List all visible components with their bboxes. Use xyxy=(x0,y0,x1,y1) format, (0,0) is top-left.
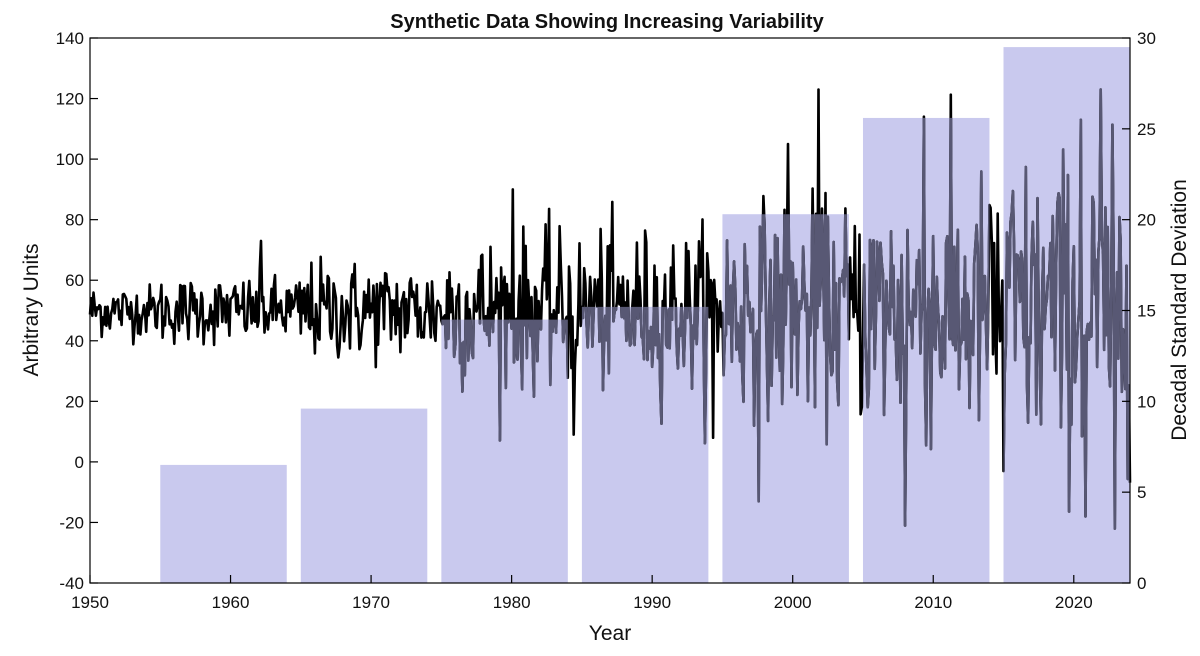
x-tick-label: 1970 xyxy=(352,593,390,612)
y-right-tick-label: 15 xyxy=(1137,302,1156,321)
chart-title: Synthetic Data Showing Increasing Variab… xyxy=(390,11,824,33)
x-tick-label: 2000 xyxy=(774,593,812,612)
y-right-tick-label: 25 xyxy=(1137,120,1156,139)
y-right-tick-label: 0 xyxy=(1137,574,1146,593)
y-right-tick-label: 30 xyxy=(1137,29,1156,48)
line-layer xyxy=(88,88,1132,530)
y-right-tick-label: 5 xyxy=(1137,483,1146,502)
std-bar xyxy=(300,408,428,583)
y-tick-label: 40 xyxy=(65,332,84,351)
y-tick-label: 0 xyxy=(75,453,84,472)
y-tick-label: 80 xyxy=(65,211,84,230)
x-ticks-layer: 1950 1960 1970 1980 1990 2000 2010 2020 xyxy=(71,575,1093,612)
x-tick-label: 1980 xyxy=(493,593,531,612)
x-tick-label: 2020 xyxy=(1055,593,1093,612)
y-tick-label: 140 xyxy=(56,29,84,48)
y-right-tick-label: 10 xyxy=(1137,392,1156,411)
y-ticks-layer: -40 -20 0 20 40 60 80 100 120 140 xyxy=(56,29,98,593)
y-tick-label: 60 xyxy=(65,271,84,290)
x-axis-label: Year xyxy=(589,622,631,645)
x-tick-label: 1960 xyxy=(212,593,250,612)
y-tick-label: -20 xyxy=(59,513,84,532)
y-tick-label: 20 xyxy=(65,392,84,411)
y-right-tick-label: 20 xyxy=(1137,211,1156,230)
std-bar xyxy=(160,464,287,583)
y-tick-label: -40 xyxy=(59,574,84,593)
y-axis-label: Arbitrary Units xyxy=(20,243,43,376)
x-tick-label: 2010 xyxy=(914,593,952,612)
y-tick-label: 120 xyxy=(56,90,84,109)
x-tick-label: 1950 xyxy=(71,593,109,612)
y-right-ticks-layer: 0 5 10 15 20 25 30 xyxy=(1122,29,1156,593)
y-right-axis-label: Decadal Standard Deviation xyxy=(1168,179,1191,441)
y-tick-label: 100 xyxy=(56,150,84,169)
x-tick-label: 1990 xyxy=(633,593,671,612)
